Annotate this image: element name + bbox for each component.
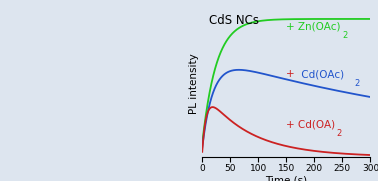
Text: 2: 2	[355, 79, 360, 88]
Text: + Cd(OA): + Cd(OA)	[287, 120, 335, 130]
Text: Cd(OAc): Cd(OAc)	[298, 69, 344, 79]
Text: +: +	[287, 69, 295, 79]
X-axis label: Time (s): Time (s)	[265, 176, 307, 181]
Text: 2: 2	[343, 31, 348, 40]
Text: 2: 2	[336, 129, 341, 138]
Y-axis label: PL intensity: PL intensity	[189, 53, 200, 114]
Text: + Zn(OAc): + Zn(OAc)	[287, 22, 341, 32]
Text: CdS NCs: CdS NCs	[209, 14, 259, 26]
